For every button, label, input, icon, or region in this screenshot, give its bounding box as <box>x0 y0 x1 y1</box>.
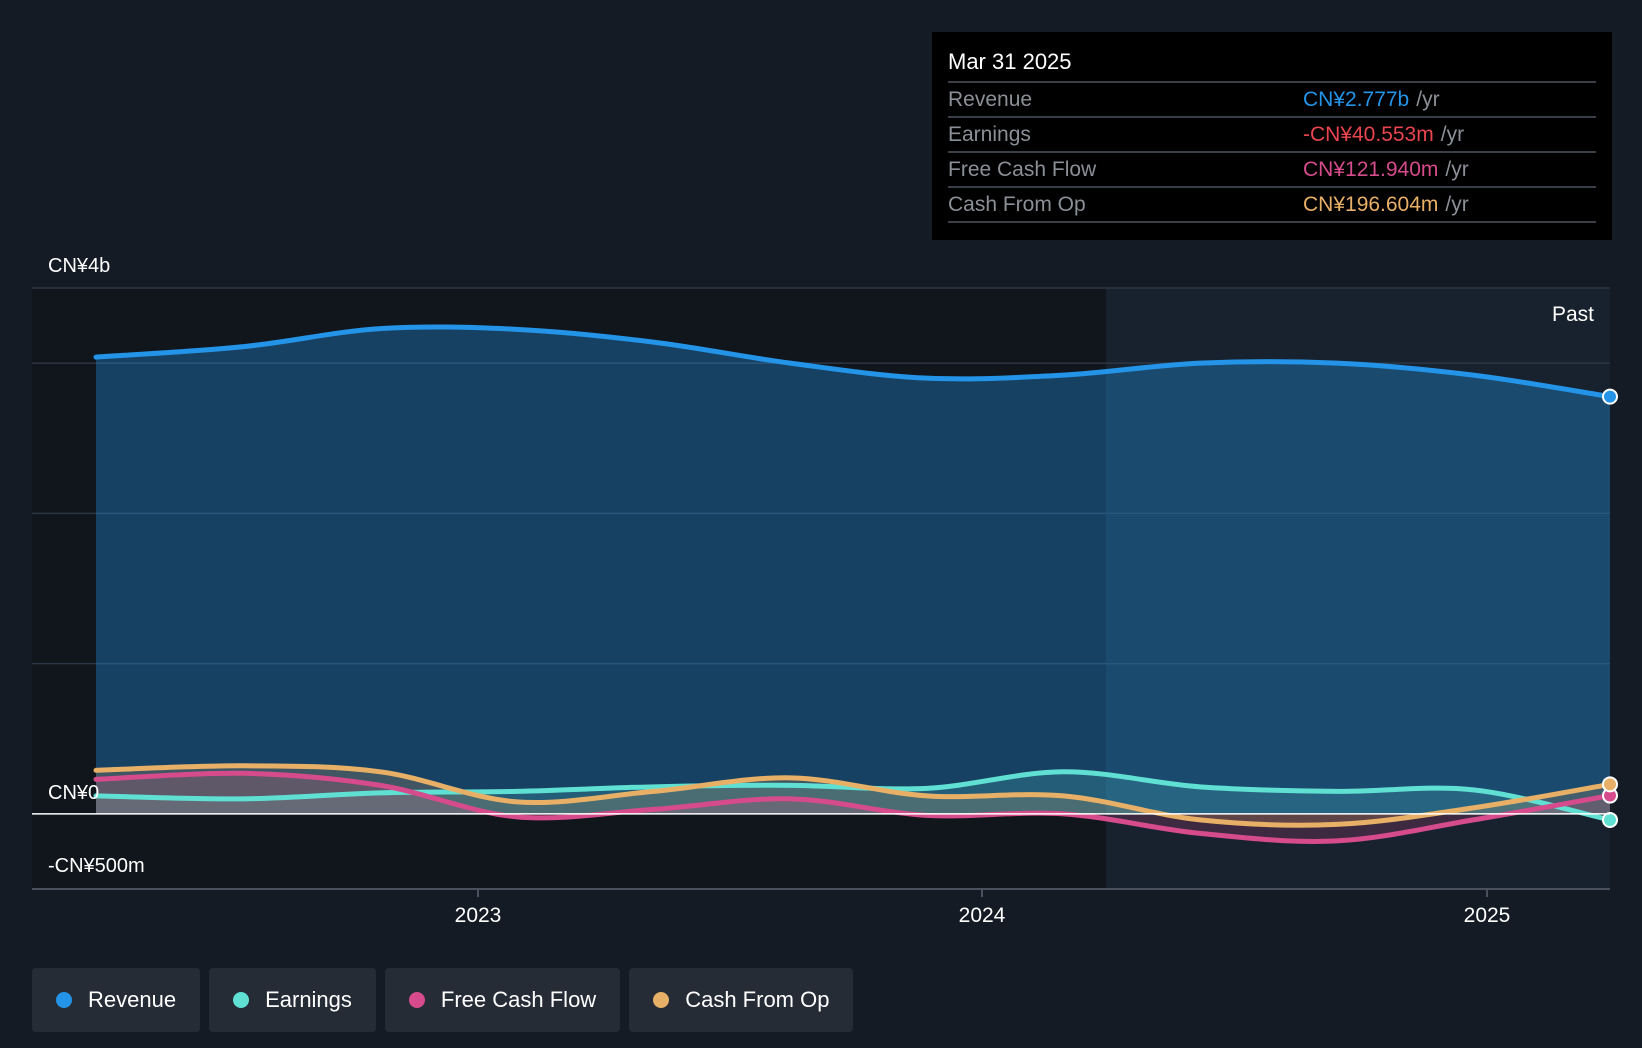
tooltip-row-cash-from-op: Cash From Op CN¥196.604m /yr <box>948 188 1596 223</box>
revenue-end-point <box>1602 388 1618 405</box>
y-tick-label: -CN¥500m <box>48 855 145 877</box>
cash-from-op-line <box>93 763 1613 828</box>
tooltip-label: Free Cash Flow <box>948 158 1097 181</box>
legend-item-cash-from-op[interactable]: Cash From Op <box>629 968 854 1032</box>
earnings-dot-icon <box>233 992 250 1008</box>
y-tick-label: CN¥4b <box>48 255 110 277</box>
legend-label: Earnings <box>265 987 352 1012</box>
tooltip-label: Revenue <box>948 88 1033 111</box>
tooltip-unit: /yr <box>1445 193 1469 216</box>
x-tick-label: 2025 <box>1464 904 1511 927</box>
x-tick-label: 2023 <box>455 904 502 927</box>
legend: Revenue Earnings Free Cash Flow Cash Fro… <box>32 968 862 1032</box>
tooltip-unit: /yr <box>1416 88 1440 111</box>
tooltip-label: Cash From Op <box>948 193 1086 216</box>
legend-item-revenue[interactable]: Revenue <box>32 968 201 1032</box>
tooltip-row-free-cash-flow: Free Cash Flow CN¥121.940m /yr <box>948 153 1596 188</box>
free-cash-flow-line <box>93 770 1613 844</box>
earnings-end-point <box>1602 811 1618 828</box>
revenue-area <box>96 326 1610 814</box>
revenue-dot-icon <box>56 992 72 1008</box>
tooltip-unit: /yr <box>1440 123 1465 146</box>
tooltip-row-earnings: Earnings -CN¥40.553m /yr <box>948 118 1596 153</box>
legend-label: Cash From Op <box>685 987 830 1012</box>
tooltip-row-revenue: Revenue CN¥2.777b /yr <box>948 83 1596 118</box>
past-label: Past <box>1552 303 1594 326</box>
tooltip-value: CN¥2.777b <box>1303 88 1410 111</box>
cash-from-op-end-point <box>1602 776 1618 793</box>
free-cash-flow-dot-icon <box>408 992 425 1008</box>
cash-from-op-dot-icon <box>653 992 670 1008</box>
tooltip-label: Earnings <box>948 123 1031 146</box>
tooltip-value: -CN¥40.553m <box>1303 123 1434 146</box>
tooltip-date: Mar 31 2025 <box>948 46 1596 83</box>
tooltip-value: CN¥196.604m <box>1303 193 1439 216</box>
tooltip: Mar 31 2025 Revenue CN¥2.777b /yr Earnin… <box>932 32 1612 240</box>
legend-item-free-cash-flow[interactable]: Free Cash Flow <box>384 968 621 1032</box>
y-tick-label: CN¥0 <box>48 782 99 804</box>
legend-label: Revenue <box>88 987 177 1012</box>
legend-label: Free Cash Flow <box>440 987 597 1012</box>
tooltip-unit: /yr <box>1445 158 1469 181</box>
legend-item-earnings[interactable]: Earnings <box>209 968 376 1032</box>
revenue-line <box>93 324 1613 400</box>
x-tick-label: 2024 <box>959 904 1006 927</box>
tooltip-value: CN¥121.940m <box>1303 158 1439 181</box>
